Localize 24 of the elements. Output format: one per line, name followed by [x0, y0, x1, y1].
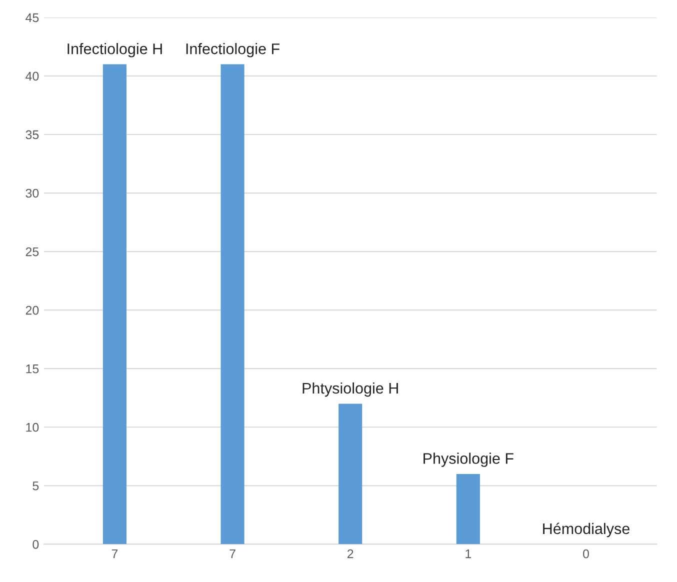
- x-tick-label: 1: [466, 549, 472, 558]
- x-tick-label: 7: [230, 549, 236, 558]
- y-tick-label: 15: [26, 364, 39, 374]
- y-tick-label: 20: [26, 306, 39, 315]
- bar: [338, 404, 362, 544]
- bar: [102, 64, 126, 544]
- x-tick-label: 2: [348, 549, 354, 558]
- data-label: Physiologie F: [424, 452, 514, 467]
- y-tick-label: 5: [32, 482, 39, 490]
- bar: [456, 474, 480, 544]
- data-label: Infectiologie H: [68, 43, 162, 58]
- y-tick-label: 25: [26, 247, 39, 256]
- data-label: Infectiologie F: [186, 43, 280, 58]
- bar: [220, 64, 244, 544]
- y-tick-label: 10: [26, 422, 39, 432]
- y-tick-label: 40: [26, 72, 39, 81]
- x-tick-label: 7: [112, 549, 118, 558]
- y-tick-label: 45: [26, 13, 39, 22]
- x-tick-label: 0: [583, 549, 589, 558]
- data-label: Hémodialyse: [543, 522, 630, 538]
- y-tick-label: 0: [32, 540, 39, 549]
- y-tick-label: 35: [26, 130, 39, 140]
- y-tick-label: 30: [26, 188, 39, 198]
- data-label: Phtysiologie H: [302, 382, 398, 397]
